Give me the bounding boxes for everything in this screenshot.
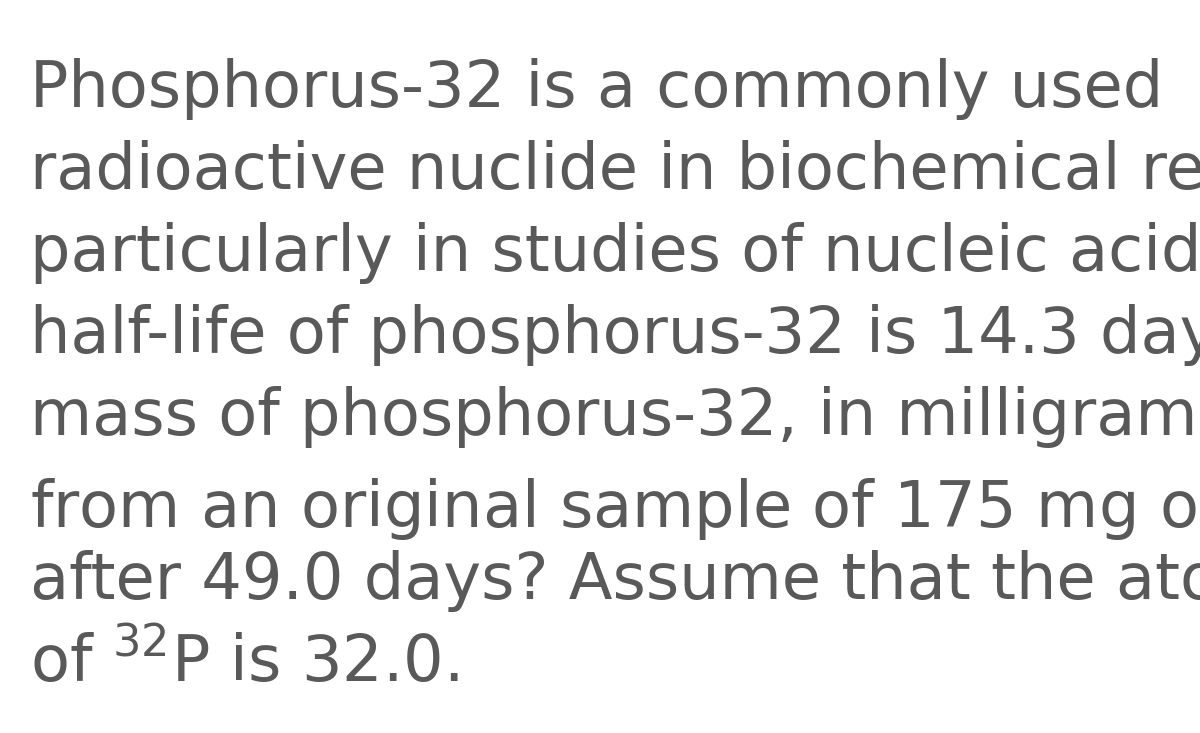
Text: Phosphorus-32 is a commonly used: Phosphorus-32 is a commonly used (30, 58, 1163, 120)
Text: from an original sample of 175 mg of Na$\mathregular{_{3}}$$\mathregular{^{32}}$: from an original sample of 175 mg of Na$… (30, 468, 1200, 543)
Text: after 49.0 days? Assume that the atomic mass: after 49.0 days? Assume that the atomic … (30, 550, 1200, 612)
Text: radioactive nuclide in biochemical research,: radioactive nuclide in biochemical resea… (30, 140, 1200, 202)
Text: particularly in studies of nucleic acids. The: particularly in studies of nucleic acids… (30, 222, 1200, 284)
Text: of $\mathregular{^{32}}$P is 32.0.: of $\mathregular{^{32}}$P is 32.0. (30, 632, 460, 695)
Text: half-life of phosphorus-32 is 14.3 days. What: half-life of phosphorus-32 is 14.3 days.… (30, 304, 1200, 366)
Text: mass of phosphorus-32, in milligrams, is left: mass of phosphorus-32, in milligrams, is… (30, 386, 1200, 448)
